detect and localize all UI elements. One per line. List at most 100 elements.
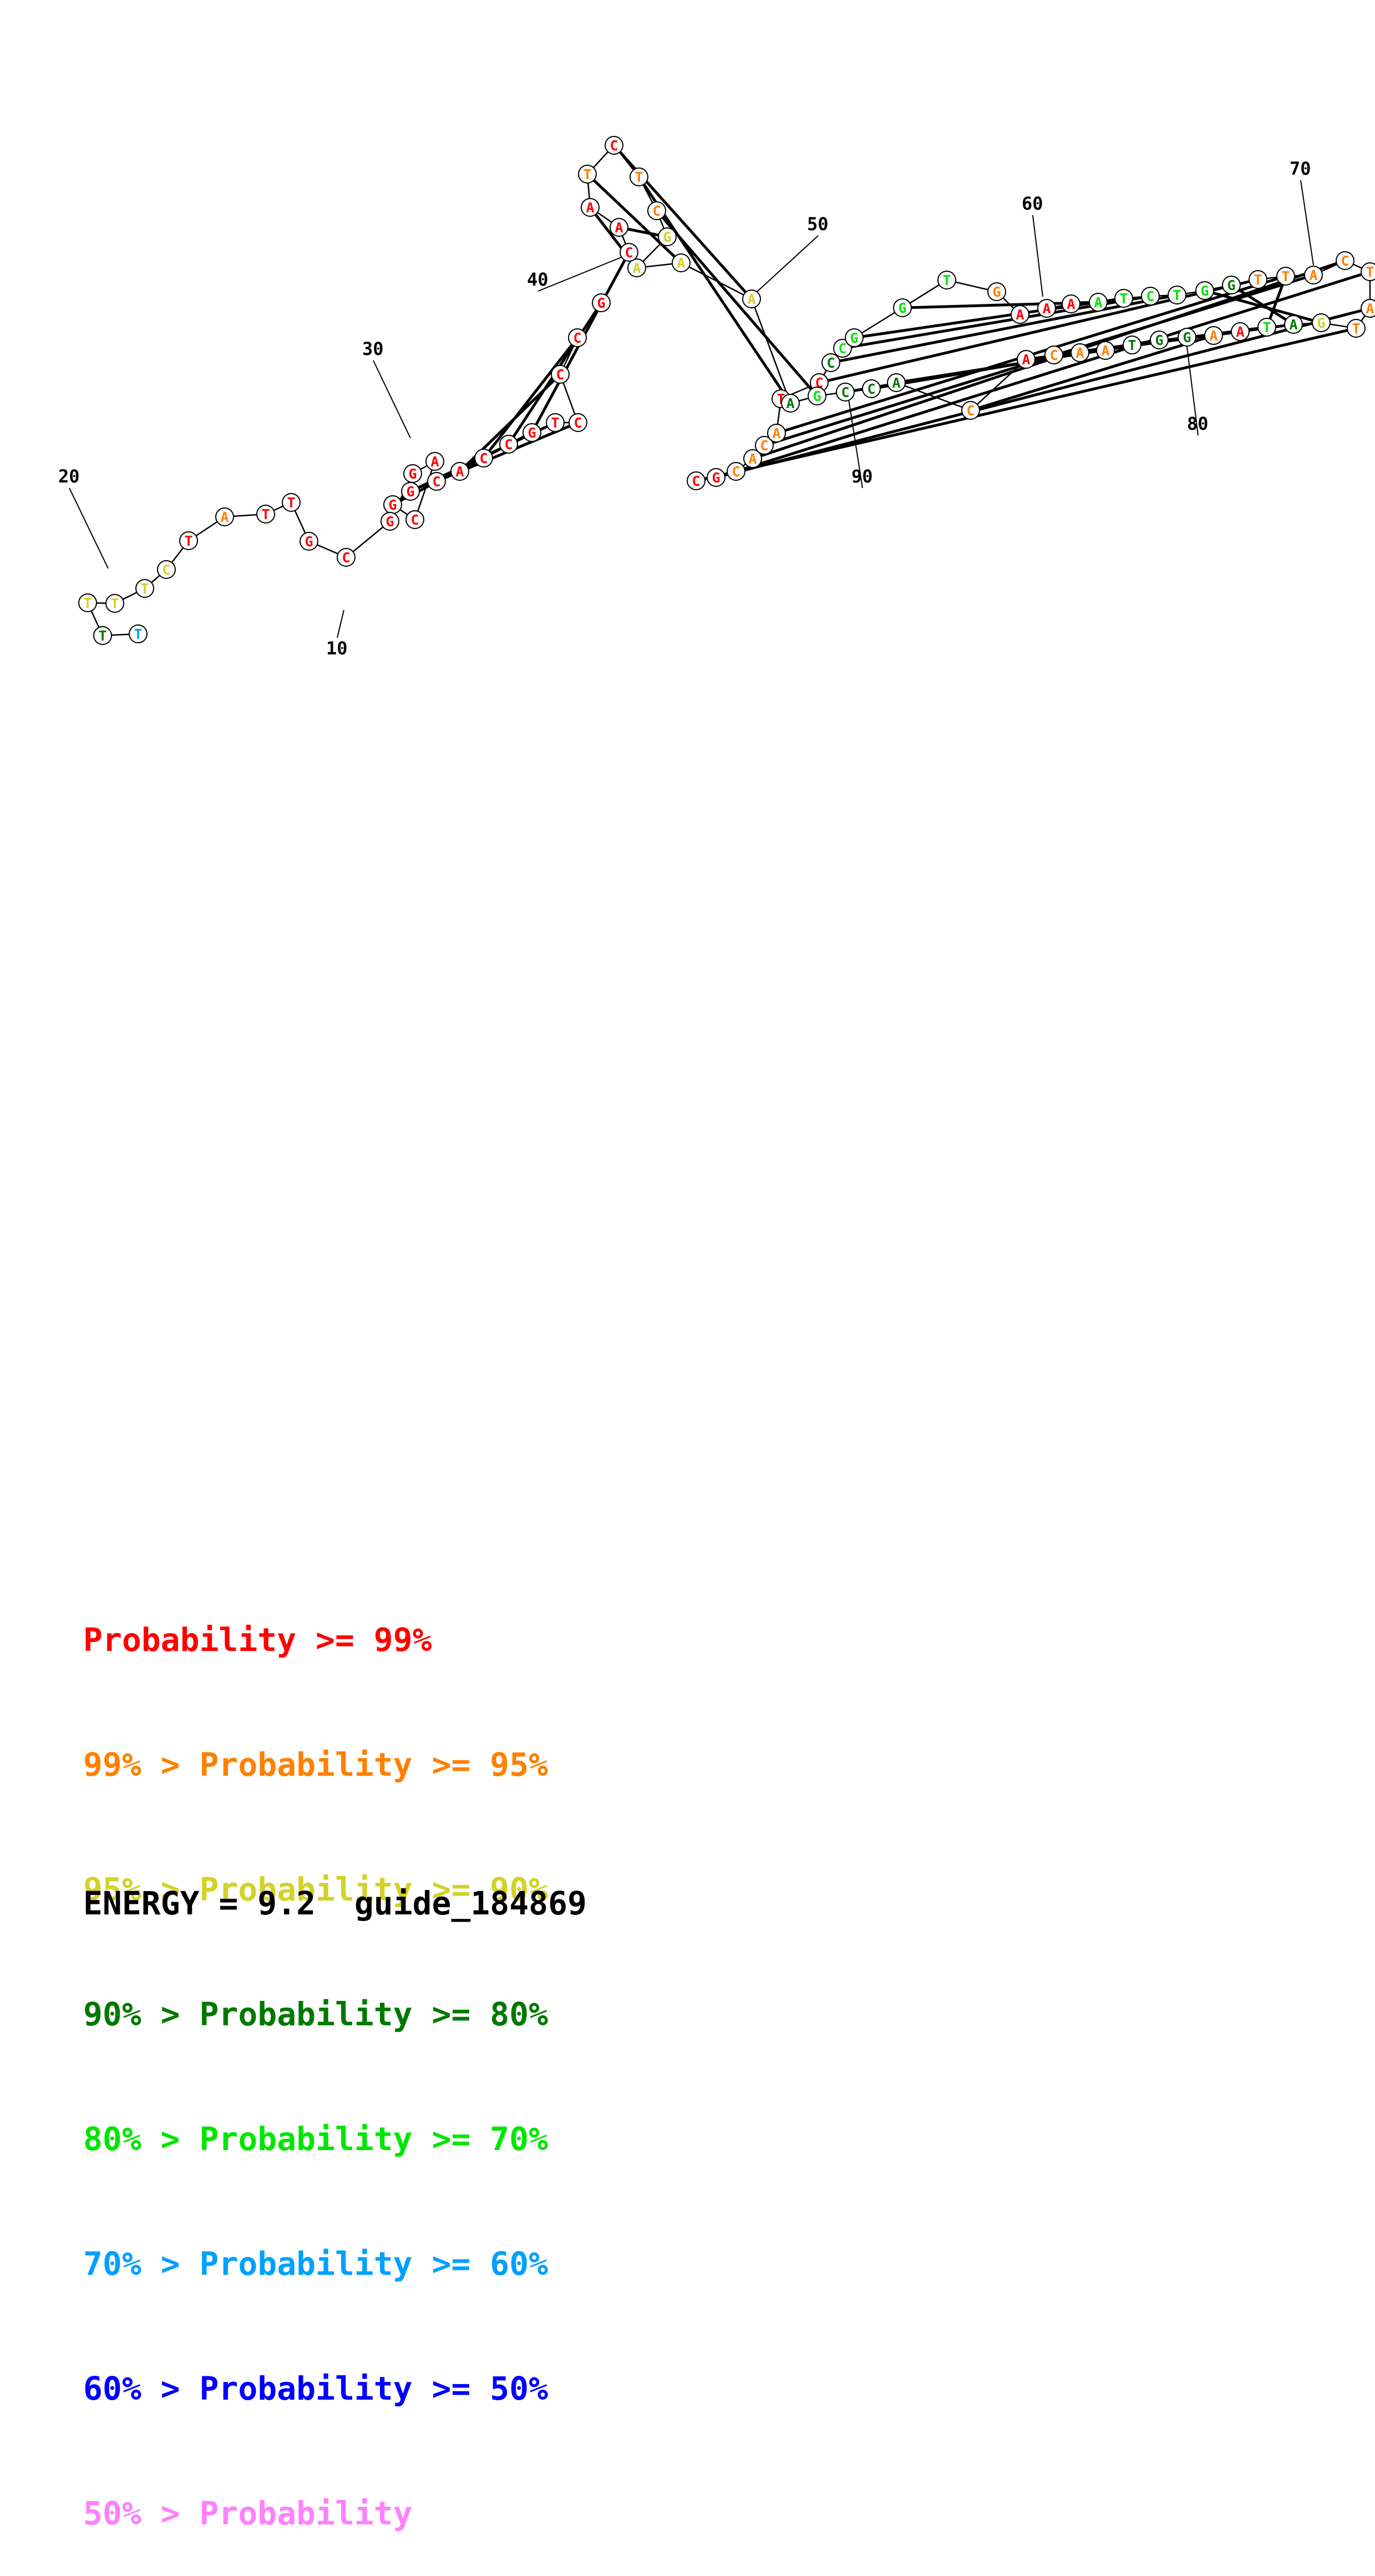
nucleotide-circle: [1096, 341, 1115, 360]
nucleotide-letter: C: [479, 450, 488, 466]
nucleotide-letter: T: [583, 166, 591, 182]
legend-row-1: 99% > Probability >= 95%: [83, 1746, 549, 1784]
nucleotide-circle: [1017, 350, 1036, 369]
base-pair-bonds: [392, 144, 1371, 506]
nucleotide-35: A: [1204, 326, 1223, 345]
legend-row-4: 80% > Probability >= 70%: [83, 2120, 549, 2158]
nucleotide-45: C: [862, 379, 881, 398]
nucleotide-letter: T: [635, 169, 643, 185]
backbone-segment: [414, 461, 436, 520]
nucleotide-circle: [282, 493, 301, 512]
nucleotide-letter: G: [388, 497, 397, 513]
tick-line: [373, 360, 411, 439]
nucleotide-letter: T: [1262, 319, 1271, 336]
nucleotide-letter: C: [556, 367, 564, 383]
nucleotide-letter: C: [432, 474, 440, 490]
nucleotide-circle: [135, 579, 154, 598]
nucleotide-13: T: [937, 271, 956, 289]
tick-label: 40: [527, 269, 549, 290]
nucleotide-circle: [93, 626, 112, 645]
nucleotide-circle: [707, 468, 725, 487]
nucleotide-letter: A: [455, 464, 464, 480]
nucleotide-letter: T: [942, 272, 951, 288]
nucleotide-3: C: [727, 462, 745, 481]
nucleotide-circle: [1361, 262, 1375, 281]
nucleotide-77: G: [300, 532, 318, 551]
nucleotide-circle: [450, 462, 469, 481]
nucleotide-letter: C: [410, 512, 419, 528]
nucleotide-circle: [568, 328, 587, 347]
nucleotide-letter: C: [1341, 253, 1349, 269]
nucleotide-11: G: [845, 328, 864, 347]
nucleotide-64: T: [546, 413, 565, 432]
nucleotide-circle: [1062, 294, 1080, 313]
nucleotide-15: A: [1011, 305, 1029, 324]
nucleotide-17: A: [1062, 294, 1080, 313]
tick-label: 90: [851, 466, 873, 487]
legend-row-3: 90% > Probability >= 80%: [83, 1995, 549, 2033]
probability-legend: Probability >= 99% 99% > Probability >= …: [83, 1536, 548, 2576]
nucleotide-circle: [687, 471, 706, 490]
nucleotide-circle: [620, 243, 638, 262]
nucleotide-5: C: [755, 436, 774, 455]
legend-row-7: 50% > Probability: [83, 2494, 413, 2532]
nucleotide-letter: A: [892, 375, 900, 391]
nucleotide-circle: [1123, 336, 1141, 354]
nucleotide-circle: [833, 339, 852, 358]
nucleotide-circle: [405, 510, 424, 529]
nucleotide-27: C: [1336, 251, 1354, 270]
nucleotide-circle: [78, 593, 97, 612]
nucleotide-letter: C: [732, 464, 740, 480]
legend-row-6: 60% > Probability >= 50%: [83, 2370, 549, 2407]
nucleotide-circle: [129, 624, 148, 643]
nucleotide-23: G: [1222, 276, 1241, 294]
nucleotide-circle: [1070, 343, 1089, 362]
nucleotide-circle: [427, 472, 446, 491]
nucleotide-86: T: [93, 626, 112, 645]
nucleotide-10: C: [833, 339, 852, 358]
nucleotide-letter: A: [430, 454, 439, 470]
tick-line: [1186, 346, 1199, 436]
energy-value: ENERGY = 9.2: [83, 1884, 316, 1922]
nucleotide-circle: [1011, 305, 1029, 324]
nucleotide-letter: T: [261, 506, 270, 522]
nucleotide-letter: A: [772, 425, 780, 441]
nucleotide-49: A: [742, 289, 761, 308]
nucleotide-letter: T: [134, 626, 142, 642]
nucleotide-circle: [658, 227, 677, 246]
nucleotide-letter: T: [83, 595, 92, 611]
nucleotide-circle: [893, 298, 912, 317]
nucleotide-83: T: [135, 579, 154, 598]
nucleotide-letter: A: [632, 260, 641, 276]
nucleotide-73: A: [425, 452, 444, 471]
nucleotide-circle: [727, 462, 745, 481]
nucleotide-42: A: [1017, 350, 1036, 369]
nucleotide-circle: [215, 507, 234, 526]
nucleotide-letter: C: [652, 203, 661, 219]
nucleotide-81: T: [179, 531, 198, 550]
nucleotide-36: G: [1178, 328, 1196, 347]
nucleotide-letter: T: [1366, 264, 1374, 280]
nucleotide-circle: [1276, 267, 1295, 286]
nucleotide-25: T: [1276, 267, 1295, 286]
nucleotide-circle: [1304, 266, 1323, 284]
nucleotide-87: T: [129, 624, 148, 643]
nucleotide-letter: C: [162, 562, 170, 578]
nucleotide-58: A: [610, 218, 628, 237]
nucleotide-circle: [1178, 328, 1196, 347]
nucleotide-letter: A: [1067, 296, 1075, 312]
nucleotide-4: A: [743, 449, 762, 468]
nucleotide-letter: C: [838, 341, 846, 357]
nucleotide-78: T: [282, 493, 301, 512]
nucleotide-letter: T: [140, 581, 149, 597]
nucleotide-letter: C: [966, 403, 975, 419]
nucleotide-18: A: [1089, 293, 1108, 312]
nucleotide-14: G: [987, 282, 1006, 301]
nucleotide-letter: A: [1042, 301, 1051, 317]
guide-name: guide_184869: [354, 1884, 587, 1922]
nucleotide-letter: A: [1022, 352, 1030, 368]
legend-row-5: 70% > Probability >= 60%: [83, 2245, 549, 2283]
nucleotide-33: T: [1257, 318, 1276, 337]
nucleotide-letter: C: [867, 381, 875, 397]
nucleotide-circle: [672, 253, 691, 272]
